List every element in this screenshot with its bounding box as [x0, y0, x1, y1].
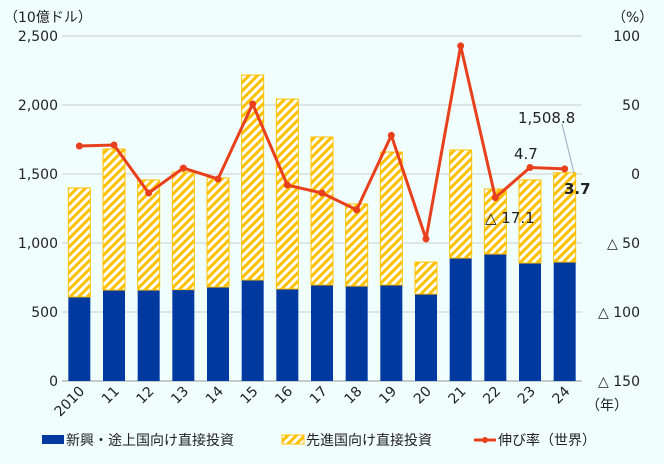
y-left-tick-label: 0	[49, 374, 58, 390]
x-tick-label: 16	[272, 383, 296, 407]
growth-point-16	[283, 181, 291, 189]
bar-advanced-23	[518, 179, 542, 264]
bar-advanced-19	[379, 151, 403, 286]
bar-emerging-17	[311, 284, 333, 381]
x-tick-label: 17	[307, 384, 331, 408]
y-left-tick-label: 1,500	[18, 167, 58, 183]
left-unit-label: （10億ドル）	[4, 10, 92, 26]
bar-emerging-23	[519, 263, 541, 381]
growth-point-2010	[75, 142, 83, 150]
growth-point-20	[422, 235, 430, 243]
annotation-growth-2024: 3.7	[564, 180, 591, 198]
annotation-growth-2022: △ 17.1	[485, 209, 535, 227]
growth-point-11	[110, 141, 118, 149]
bar-advanced-11	[102, 148, 126, 291]
growth-point-23	[526, 164, 534, 172]
growth-point-17	[318, 189, 326, 197]
growth-point-21	[457, 42, 465, 50]
x-tick-label: 15	[238, 384, 262, 408]
bar-advanced-24	[553, 172, 577, 263]
x-unit-label: （年）	[586, 398, 628, 414]
annotation-growth-2023: 4.7	[514, 145, 538, 163]
bar-emerging-13	[172, 289, 195, 381]
right-unit-label: （%）	[612, 10, 653, 26]
x-tick-label: 20	[411, 384, 435, 408]
growth-point-15	[249, 100, 257, 108]
bar-emerging-19	[380, 284, 403, 381]
bar-advanced-18	[345, 203, 369, 287]
legend-label-growth: 伸び率（世界）	[498, 432, 596, 449]
y-left-tick-label: 2,000	[18, 98, 58, 114]
x-tick-label: 21	[446, 384, 470, 408]
bar-advanced-2010	[67, 187, 91, 298]
bar-emerging-14	[207, 287, 229, 381]
bar-advanced-15	[241, 74, 265, 281]
x-tick-label: 24	[550, 383, 574, 407]
bar-emerging-15	[241, 279, 264, 381]
legend-marker-growth	[482, 437, 488, 443]
x-tick-label: 13	[168, 384, 192, 408]
bar-advanced-14	[206, 177, 230, 288]
bar-emerging-24	[553, 262, 576, 381]
bar-emerging-11	[103, 290, 125, 381]
legend-label-advanced: 先進国向け直接投資	[306, 432, 432, 449]
x-tick-label: 19	[376, 384, 400, 408]
y-left-tick-label: 2,500	[18, 29, 58, 45]
y-right-tick-label: △ 100	[598, 305, 640, 321]
growth-point-13	[179, 164, 187, 172]
x-tick-label: 22	[480, 384, 504, 408]
growth-point-12	[145, 189, 153, 197]
growth-point-19	[387, 131, 395, 139]
leader-line	[561, 123, 575, 174]
legend-swatch-advanced	[281, 434, 305, 445]
bar-emerging-2010	[68, 296, 91, 381]
bar-advanced-17	[310, 136, 334, 286]
x-tick-label: 12	[134, 384, 158, 408]
y-right-tick-label: 0	[631, 167, 640, 183]
bar-advanced-13	[171, 171, 195, 291]
bar-emerging-18	[345, 286, 368, 381]
growth-point-24	[561, 165, 569, 173]
growth-point-22	[491, 194, 499, 202]
x-tick-label: 23	[515, 384, 539, 408]
legend-label-emerging: 新興・途上国向け直接投資	[66, 432, 234, 449]
y-right-tick-label: △ 150	[598, 374, 640, 390]
annotation-total-2024: 1,508.8	[518, 109, 575, 127]
bar-advanced-16	[275, 98, 299, 290]
y-right-tick-label: △ 50	[607, 236, 640, 252]
bar-advanced-22	[483, 188, 507, 255]
y-left-tick-label: 500	[31, 305, 58, 321]
legend: 新興・途上国向け直接投資 先進国向け直接投資 伸び率（世界）	[42, 432, 596, 449]
x-tick-label: 18	[342, 384, 366, 408]
bar-emerging-21	[449, 258, 472, 381]
x-tick-label: 11	[99, 384, 123, 408]
bar-emerging-22	[484, 254, 507, 381]
growth-point-14	[214, 175, 222, 183]
y-right-tick-label: 100	[613, 29, 640, 45]
bar-advanced-21	[449, 149, 473, 259]
growth-point-18	[353, 206, 361, 214]
y-right-tick-label: 50	[622, 98, 640, 114]
bar-advanced-12	[137, 179, 161, 291]
legend-swatch-emerging	[42, 435, 64, 444]
bar-emerging-16	[276, 288, 299, 381]
bar-emerging-12	[137, 290, 160, 381]
bar-advanced-20	[414, 261, 438, 295]
x-tick-label: 14	[203, 383, 227, 407]
y-left-tick-label: 1,000	[18, 236, 58, 252]
bar-emerging-20	[415, 294, 437, 381]
